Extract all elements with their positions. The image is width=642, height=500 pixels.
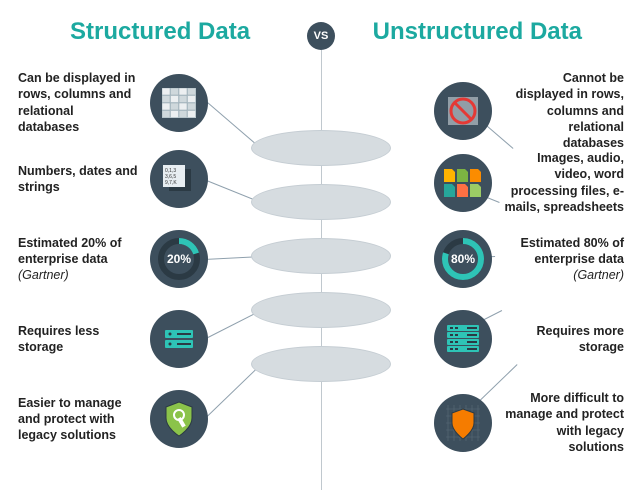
row-caption: Estimated 80% of enterprise data (Gartne…: [504, 235, 624, 284]
left-row-1: Numbers, dates and strings 0,1,3 3,6,5 9…: [18, 150, 208, 208]
row-caption: More difficult to manage and protect wit…: [504, 390, 624, 455]
svg-text:80%: 80%: [451, 252, 475, 266]
left-row-2: Estimated 20% of enterprise data (Gartne…: [18, 230, 208, 288]
shield-tool-icon: [150, 390, 208, 448]
pct-icon: 80%: [434, 230, 492, 288]
right-row-2: Estimated 80% of enterprise data (Gartne…: [434, 230, 624, 288]
row-caption: Cannot be displayed in rows, columns and…: [504, 70, 624, 151]
database-stack: [251, 130, 391, 400]
no-grid-icon: [434, 82, 492, 140]
title-unstructured: Unstructured Data: [373, 18, 582, 46]
right-row-3: Requires more storage: [434, 310, 624, 368]
server-small-icon: [150, 310, 208, 368]
row-caption: Images, audio, video, word processing fi…: [504, 150, 624, 215]
svg-text:20%: 20%: [167, 252, 191, 266]
row-caption: Estimated 20% of enterprise data (Gartne…: [18, 235, 138, 284]
disk: [251, 130, 391, 166]
row-caption: Requires less storage: [18, 323, 138, 356]
row-caption: Can be displayed in rows, columns and re…: [18, 70, 138, 135]
server-large-icon: [434, 310, 492, 368]
title-structured: Structured Data: [70, 18, 250, 46]
svg-text:9,7,K: 9,7,K: [165, 180, 177, 186]
left-row-0: Can be displayed in rows, columns and re…: [18, 70, 208, 135]
right-row-4: More difficult to manage and protect wit…: [434, 390, 624, 455]
disk: [251, 238, 391, 274]
right-row-1: Images, audio, video, word processing fi…: [434, 150, 624, 215]
disk: [251, 184, 391, 220]
row-caption: Easier to manage and protect with legacy…: [18, 395, 138, 444]
numbers-icon: 0,1,3 3,6,5 9,7,K: [150, 150, 208, 208]
vs-badge: VS: [307, 22, 335, 50]
row-caption: Numbers, dates and strings: [18, 163, 138, 196]
disk: [251, 292, 391, 328]
files-icon: [434, 154, 492, 212]
grid-icon: [150, 74, 208, 132]
left-row-4: Easier to manage and protect with legacy…: [18, 390, 208, 448]
left-row-3: Requires less storage: [18, 310, 208, 368]
right-row-0: Cannot be displayed in rows, columns and…: [434, 70, 624, 151]
shield-complex-icon: [434, 394, 492, 452]
pct-icon: 20%: [150, 230, 208, 288]
row-caption: Requires more storage: [504, 323, 624, 356]
disk: [251, 346, 391, 382]
